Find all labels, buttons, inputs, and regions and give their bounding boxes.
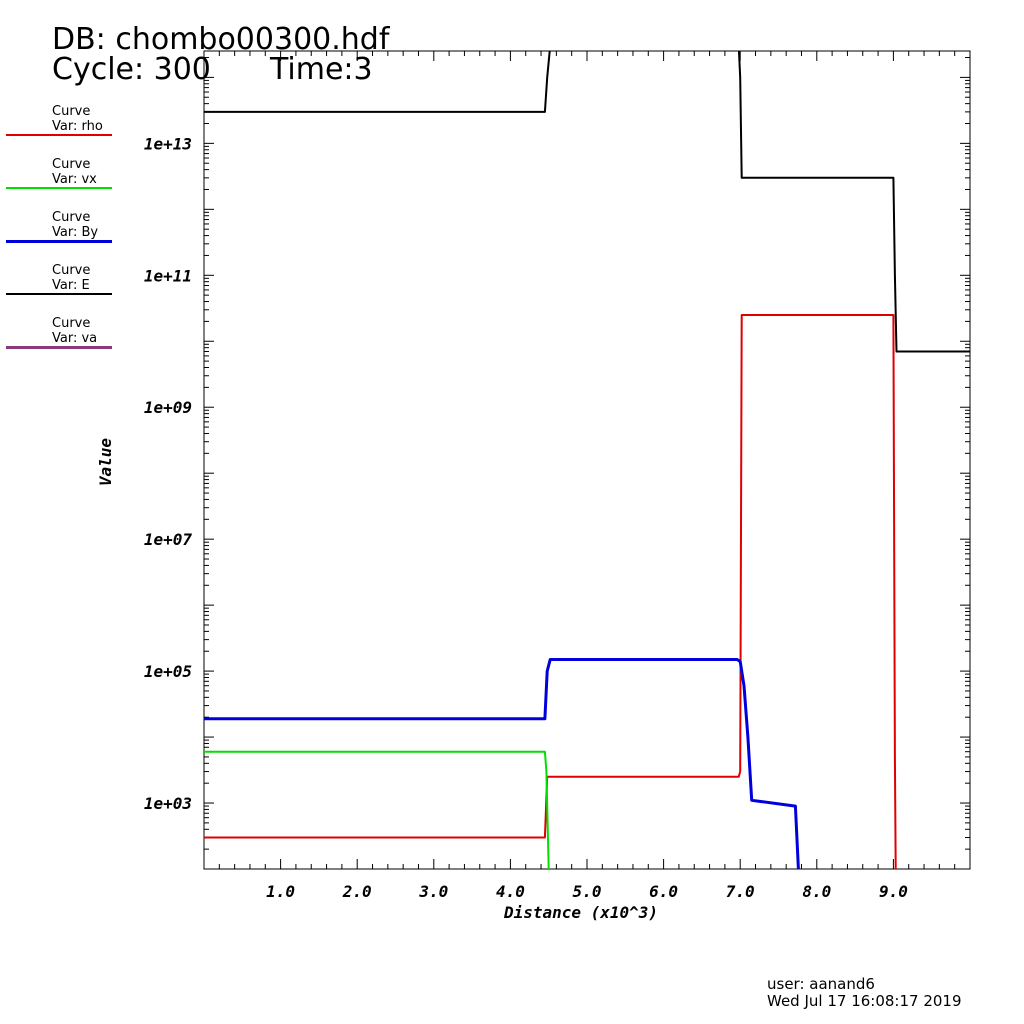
x-tick-label: 7.0 (726, 882, 755, 901)
legend-swatch (6, 187, 112, 189)
y-tick-label: 1e+13 (144, 134, 192, 153)
legend-swatch (6, 293, 112, 295)
legend-item-vx: Curve Var: vx (6, 157, 116, 210)
legend-item-by: Curve Var: By (6, 210, 116, 263)
time-label: Time:3 (270, 52, 373, 87)
series-line-rho (204, 314, 897, 869)
legend-curve-label: Curve (52, 316, 91, 331)
legend-var-label: Var: vx (52, 172, 97, 187)
y-tick-label: 1e+11 (144, 266, 192, 285)
series-line-e (737, 51, 970, 353)
legend-var-label: Var: rho (52, 119, 103, 134)
legend-item-va: Curve Var: va (6, 316, 116, 369)
user-label: user: aanand6 (767, 975, 875, 993)
y-tick-label: 1e+09 (144, 398, 192, 417)
x-tick-label: 9.0 (879, 882, 908, 901)
legend-swatch (6, 240, 112, 243)
legend-swatch (6, 346, 112, 349)
y-axis-label: Value (96, 438, 115, 487)
footer: user: aanand6 Wed Jul 17 16:08:17 2019 (767, 976, 962, 1010)
legend-item-rho: Curve Var: rho (6, 104, 116, 157)
legend-curve-label: Curve (52, 157, 91, 172)
x-tick-label: 8.0 (802, 882, 831, 901)
x-tick-label: 2.0 (342, 882, 372, 901)
x-axis-label: Distance (x10^3) (503, 903, 658, 922)
legend-var-label: Var: va (52, 331, 98, 346)
series-line-e (204, 51, 551, 113)
legend-swatch (6, 134, 112, 136)
legend-var-label: Var: E (52, 278, 90, 293)
x-tick-label: 1.0 (266, 882, 295, 901)
legend: Curve Var: rho Curve Var: vx Curve Var: By … (6, 104, 116, 369)
y-tick-label: 1e+03 (144, 794, 192, 813)
legend-curve-label: Curve (52, 104, 91, 119)
legend-curve-label: Curve (52, 210, 91, 225)
series-line-by (204, 658, 800, 869)
timestamp-label: Wed Jul 17 16:08:17 2019 (767, 992, 962, 1010)
x-tick-label: 6.0 (649, 882, 678, 901)
y-tick-label: 1e+05 (144, 662, 192, 681)
legend-curve-label: Curve (52, 263, 91, 278)
series-line-vx (204, 750, 550, 869)
cycle-label: Cycle: 300 (52, 52, 211, 87)
y-tick-label: 1e+07 (144, 530, 193, 549)
db-title: DB: chombo00300.hdf (52, 22, 390, 57)
plot-frame (203, 50, 971, 870)
legend-var-label: Var: By (52, 225, 99, 240)
legend-item-e: Curve Var: E (6, 263, 116, 316)
x-tick-label: 3.0 (418, 882, 448, 901)
x-tick-label: 5.0 (573, 882, 602, 901)
x-tick-label: 4.0 (496, 882, 525, 901)
